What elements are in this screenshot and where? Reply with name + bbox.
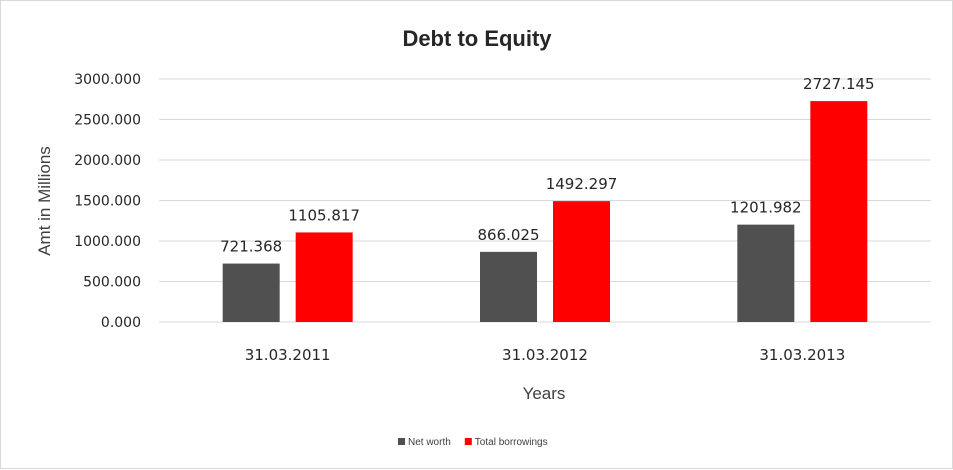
- data-label: 866.025: [477, 226, 539, 244]
- y-tick-label: 1500.000: [74, 194, 141, 210]
- y-axis-ticks: 0.000 500.000 1000.000 1500.000 2000.000 2500…: [74, 72, 141, 331]
- x-axis-categories: 31.03.2011 31.03.2012 31.03.2013: [245, 346, 846, 364]
- legend-swatch: [398, 438, 405, 445]
- data-label: 2727.145: [803, 75, 875, 93]
- bar-net-worth: [480, 251, 537, 322]
- data-label: 1105.817: [288, 206, 360, 224]
- x-category-label: 31.03.2012: [502, 346, 588, 364]
- data-label: 1201.982: [730, 199, 802, 217]
- y-tick-label: 500.000: [83, 275, 141, 291]
- bars: [222, 101, 868, 322]
- y-tick-label: 3000.000: [74, 72, 141, 88]
- legend-swatch: [464, 438, 472, 445]
- bar-total-borrowings: [810, 101, 868, 322]
- x-axis-title: Years: [523, 384, 566, 403]
- data-label: 1492.297: [546, 175, 618, 193]
- chart-title: Debt to Equity: [402, 26, 552, 51]
- y-tick-label: 1000.000: [74, 234, 141, 250]
- y-tick-label: 2500.000: [74, 113, 141, 129]
- x-category-label: 31.03.2011: [245, 346, 331, 364]
- legend-item: Net worth: [398, 437, 451, 448]
- x-category-label: 31.03.2013: [759, 346, 845, 364]
- legend-label: Net worth: [408, 437, 451, 448]
- y-tick-label: 2000.000: [74, 153, 141, 169]
- gridlines: [159, 78, 931, 323]
- bar-net-worth: [222, 263, 280, 322]
- data-labels: 721.368 1105.817 866.025 1492.297 1201.982 27…: [220, 75, 874, 255]
- bar-total-borrowings: [553, 201, 610, 322]
- bar-net-worth: [737, 224, 795, 322]
- y-axis-title: Amt in Millions: [35, 146, 54, 256]
- legend-label: Total borrowings: [475, 437, 548, 448]
- legend-item: Total borrowings: [464, 437, 548, 448]
- legend: Net worth Total borrowings: [398, 437, 548, 448]
- y-tick-label: 0.000: [101, 315, 141, 331]
- data-label: 721.368: [220, 238, 282, 256]
- bar-total-borrowings: [295, 232, 353, 322]
